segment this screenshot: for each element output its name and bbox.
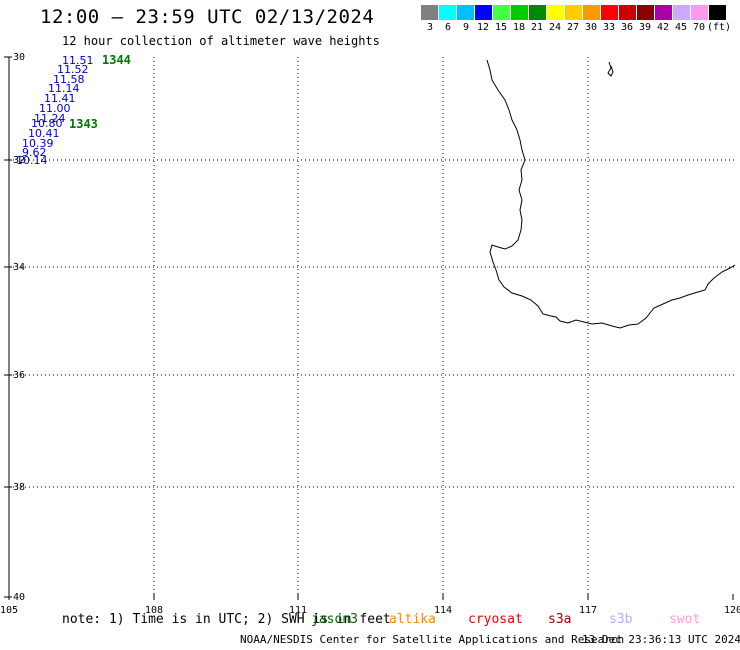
wave-height-legend: 3 6 9 12 15 18 21 24 27 30 33 36 39 42 45 70 (ft) — [421, 5, 731, 37]
legend-label: 70 — [693, 22, 706, 33]
legend-swatch — [439, 5, 456, 20]
longitude-label: 105 — [0, 605, 18, 616]
legend-label: 3 — [427, 22, 434, 33]
wave-height-value: 11.14 — [48, 82, 80, 95]
legend-label: 18 — [513, 22, 526, 33]
lat-lon-grid — [4, 56, 735, 600]
longitude-label: 114 — [434, 605, 452, 616]
longitude-label: 111 — [289, 605, 307, 616]
mission-name: cryosat — [468, 612, 523, 627]
latitude-label: -32 — [7, 155, 25, 166]
mission-name: jason3 — [311, 612, 358, 627]
legend-swatch — [583, 5, 600, 20]
map-title: 12:00 – 23:59 UTC 02/13/2024 — [40, 6, 375, 28]
wave-height-value: 10.41 — [28, 127, 60, 140]
legend-label: 21 — [531, 22, 544, 33]
legend-label: 24 — [549, 22, 562, 33]
legend-label: 15 — [495, 22, 508, 33]
wave-height-value: 10.39 — [22, 137, 54, 150]
mission-name: swot — [669, 612, 701, 627]
legend-label: 27 — [567, 22, 580, 33]
latitude-label: -36 — [7, 370, 25, 381]
wave-height-value: 11.00 — [39, 102, 71, 115]
pass-time-label: 1344 — [102, 53, 131, 67]
legend-swatch — [601, 5, 618, 20]
legend-swatch — [457, 5, 474, 20]
mission-name: s3b — [609, 612, 633, 627]
legend-swatch — [421, 5, 438, 20]
longitude-label: 117 — [579, 605, 597, 616]
legend-label: 6 — [445, 22, 452, 33]
latitude-label: -30 — [7, 52, 25, 63]
australia-coastline — [486, 59, 736, 329]
legend-swatch — [493, 5, 510, 20]
legend-label: 42 — [657, 22, 670, 33]
legend-label: 9 — [463, 22, 470, 33]
legend-swatch — [691, 5, 708, 20]
legend-label: 33 — [603, 22, 616, 33]
axis-labels: -30 -32 -34 -36 -38 -40 105 108 111 114 117 120 — [0, 52, 740, 616]
footer-note: note: 1) Time is in UTC; 2) SWH is in fe… — [62, 612, 391, 627]
legend-label: 36 — [621, 22, 634, 33]
generated-timestamp: 13 Dec 23:36:13 UTC 2024 — [582, 633, 740, 646]
mission-name: altika — [389, 612, 436, 627]
latitude-label: -38 — [7, 482, 25, 493]
legend-label: 39 — [639, 22, 652, 33]
longitude-label: 108 — [145, 605, 163, 616]
legend-swatch — [709, 5, 726, 20]
legend-label: 45 — [675, 22, 688, 33]
altimeter-track: 11.5111.5211.5811.1411.4111.0011.2410.80… — [16, 53, 131, 167]
legend-swatch — [475, 5, 492, 20]
wave-height-value: 11.51 — [62, 54, 94, 67]
legend-swatch — [655, 5, 672, 20]
wave-height-value: 11.24 — [34, 112, 66, 125]
wave-height-value: 11.58 — [53, 73, 85, 86]
map-subtitle: 12 hour collection of altimeter wave hei… — [62, 34, 380, 48]
wave-height-value: 11.52 — [57, 63, 89, 76]
legend-swatch — [637, 5, 654, 20]
legend-label: 12 — [477, 22, 490, 33]
small-island-outline — [607, 61, 614, 77]
pass-time-label: 1343 — [69, 117, 98, 131]
wave-height-value: 10.80 — [31, 117, 63, 130]
legend-swatch — [511, 5, 528, 20]
wave-height-value: 10.14 — [16, 154, 48, 167]
legend-swatch — [547, 5, 564, 20]
longitude-label: 120 — [724, 605, 740, 616]
legend-swatch — [673, 5, 690, 20]
mission-name: s3a — [548, 612, 572, 627]
legend-swatch — [565, 5, 582, 20]
legend-unit: (ft) — [707, 22, 732, 33]
latitude-label: -40 — [7, 592, 25, 603]
latitude-label: -34 — [7, 262, 25, 273]
legend-swatch — [529, 5, 546, 20]
credit-line: NOAA/NESDIS Center for Satellite Applica… — [240, 633, 625, 646]
legend-label: 30 — [585, 22, 598, 33]
wave-height-value: 9.62 — [22, 146, 47, 159]
legend-swatch — [619, 5, 636, 20]
wave-height-value: 11.41 — [44, 92, 76, 105]
